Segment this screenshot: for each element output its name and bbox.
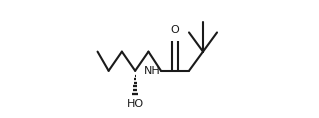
Text: O: O <box>171 25 179 35</box>
Text: HO: HO <box>127 99 144 109</box>
Text: NH: NH <box>144 66 160 76</box>
